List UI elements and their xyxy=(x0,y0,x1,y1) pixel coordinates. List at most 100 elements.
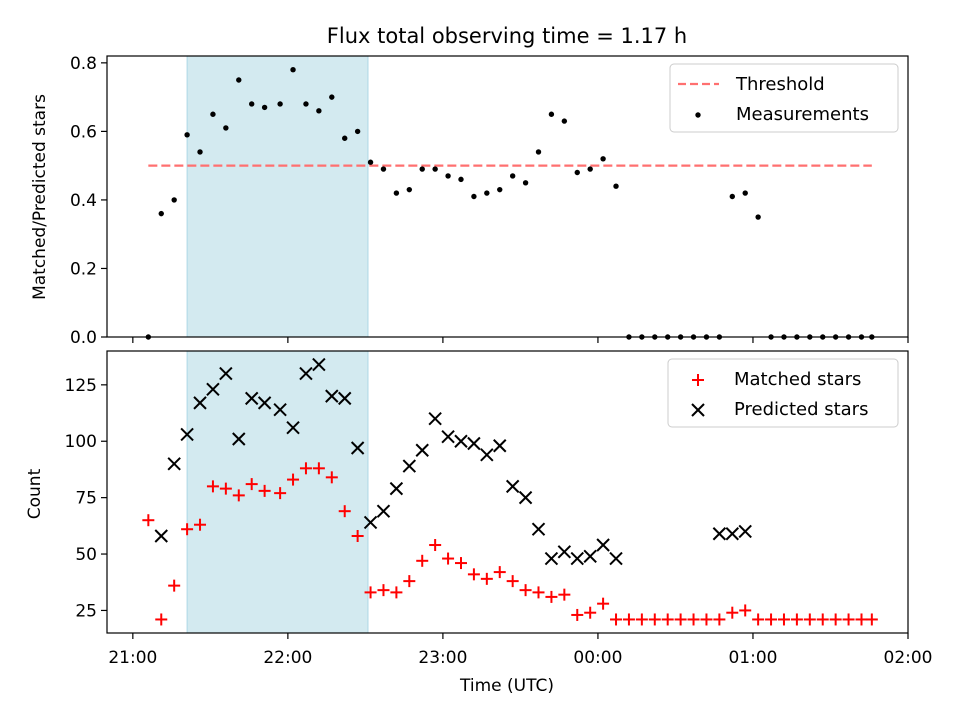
measurement-point xyxy=(210,111,216,117)
matched-star-point xyxy=(519,584,532,597)
y-tick-label: 0.6 xyxy=(70,122,97,142)
measurement-point xyxy=(171,197,177,203)
y-tick-label: 50 xyxy=(75,545,97,565)
matched-star-point xyxy=(752,613,765,626)
matched-star-point xyxy=(299,462,312,475)
predicted-star-point xyxy=(583,549,597,564)
y-tick-label: 125 xyxy=(65,376,97,396)
predicted-star-point xyxy=(428,411,442,426)
y-tick-label: 0.8 xyxy=(70,54,97,74)
matched-legend-label: Matched stars xyxy=(734,369,861,390)
predicted-star-point xyxy=(376,504,391,518)
measurements-legend-swatch xyxy=(695,112,701,118)
predicted-star-point xyxy=(338,391,352,406)
measurement-point xyxy=(574,169,580,176)
predicted-star-point xyxy=(244,391,259,406)
matched-star-point xyxy=(142,514,155,527)
matched-legend-swatch xyxy=(692,374,704,386)
y-tick-label: 25 xyxy=(75,601,97,621)
matched-star-point xyxy=(219,482,232,495)
predicted-star-point xyxy=(415,443,429,457)
measurement-point xyxy=(561,118,568,124)
threshold-legend-label: Threshold xyxy=(735,74,825,95)
matched-star-point xyxy=(661,613,674,626)
x-tick-label: 21:00 xyxy=(108,648,157,668)
measurement-point xyxy=(484,190,490,196)
count-legend-box xyxy=(667,358,899,428)
matched-star-point xyxy=(274,487,287,500)
predicted-star-point xyxy=(325,389,339,403)
matched-star-point xyxy=(287,473,300,486)
measurement-point xyxy=(742,190,748,196)
matched-star-point xyxy=(454,557,467,570)
matched-star-point xyxy=(700,613,713,626)
predicted-legend-label: Predicted stars xyxy=(734,399,868,420)
measurement-point xyxy=(223,125,229,131)
measurement-point xyxy=(236,77,242,83)
count-legend: Matched stars Predicted stars xyxy=(667,358,899,428)
measurement-point xyxy=(755,214,761,220)
predicted-star-point xyxy=(299,366,313,381)
matched-star-point xyxy=(338,505,351,518)
measurements-legend-label: Measurements xyxy=(736,104,869,125)
predicted-legend-swatch xyxy=(691,403,705,417)
matched-star-point xyxy=(351,529,364,542)
measurement-point xyxy=(509,173,516,179)
predicted-star-point xyxy=(557,545,572,559)
predicted-star-point xyxy=(467,436,481,451)
measurement-point xyxy=(248,101,255,107)
predicted-star-point xyxy=(206,382,220,397)
measurement-point xyxy=(158,210,164,217)
predicted-star-point xyxy=(480,448,494,462)
ratio-y-axis-label: Matched/Predicted stars xyxy=(30,94,50,300)
matched-star-point xyxy=(168,579,181,592)
measurement-point xyxy=(471,193,477,200)
predicted-star-point xyxy=(518,490,533,505)
ratio-plot-frame xyxy=(106,55,909,338)
predicted-star-point xyxy=(738,524,752,539)
matched-star-point xyxy=(865,613,878,626)
matched-star-point xyxy=(584,606,597,619)
matched-star-point xyxy=(622,613,635,626)
count-plot-frame xyxy=(106,350,909,634)
matched-star-point xyxy=(390,586,403,599)
matched-star-point xyxy=(674,613,687,626)
count-panel: 25 50 75 100 125 21:00 22:00 23:00 00:00 01:00 02:… xyxy=(25,350,933,668)
predicted-star-point xyxy=(180,427,194,442)
ratio-legend: Threshold Measurements xyxy=(669,63,899,133)
matched-star-point xyxy=(726,606,739,619)
matched-star-point xyxy=(364,586,377,599)
matched-star-point xyxy=(571,608,584,621)
matched-star-point xyxy=(648,613,661,626)
chart-title: Flux total observing time = 1.17 h xyxy=(327,24,687,48)
matched-star-point xyxy=(558,588,571,601)
matched-star-point xyxy=(480,572,493,585)
measurement-point xyxy=(277,101,283,107)
matched-star-point xyxy=(467,568,480,581)
y-tick-label: 0.0 xyxy=(70,328,97,348)
matched-star-point xyxy=(506,575,519,588)
predicted-star-point xyxy=(531,522,546,536)
y-tick-label: 100 xyxy=(65,432,97,452)
predicted-star-point xyxy=(505,479,520,494)
x-tick-label: 23:00 xyxy=(418,648,467,668)
measurement-point xyxy=(316,108,322,114)
matched-star-point xyxy=(232,489,245,502)
measurement-point xyxy=(197,149,203,155)
x-tick-label: 01:00 xyxy=(728,648,777,668)
measurement-point xyxy=(329,94,335,100)
matched-star-point xyxy=(635,613,648,626)
matched-star-point xyxy=(429,539,442,552)
matched-star-point xyxy=(687,613,700,626)
matched-star-point xyxy=(258,484,271,497)
highlight-span xyxy=(186,55,369,338)
x-tick-label: 02:00 xyxy=(884,648,933,668)
matched-star-point xyxy=(777,613,790,626)
matched-star-point xyxy=(803,613,816,626)
measurement-point xyxy=(419,166,425,172)
measurement-point xyxy=(393,190,400,196)
matched-star-point xyxy=(532,586,545,599)
measurement-point xyxy=(458,176,464,183)
predicted-star-point xyxy=(725,527,740,541)
